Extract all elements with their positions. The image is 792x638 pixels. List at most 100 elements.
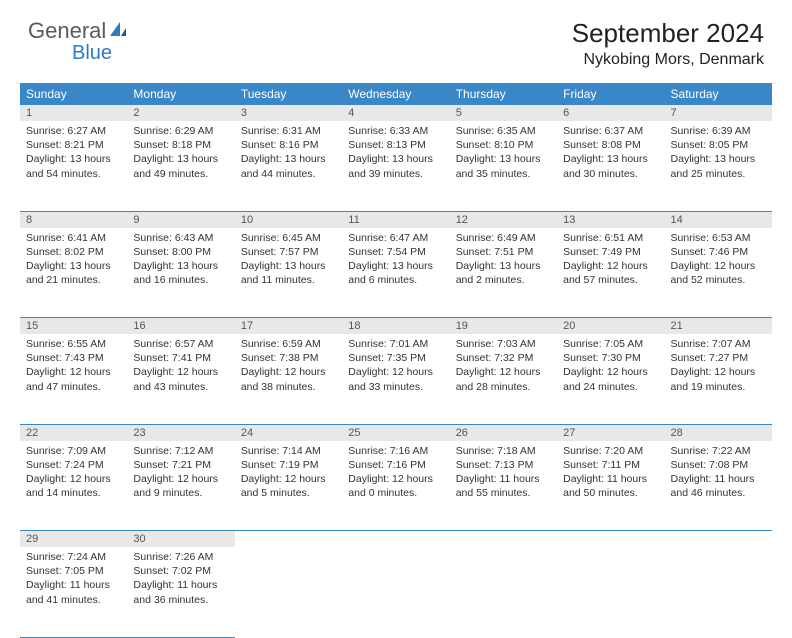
day-details: Sunrise: 6:47 AMSunset: 7:54 PMDaylight:… bbox=[342, 228, 449, 294]
daylight-line: Daylight: 11 hours and 50 minutes. bbox=[563, 472, 658, 500]
day-details: Sunrise: 6:27 AMSunset: 8:21 PMDaylight:… bbox=[20, 121, 127, 187]
sunrise-line: Sunrise: 6:29 AM bbox=[133, 124, 228, 138]
day-number bbox=[557, 531, 664, 548]
day-number-row: 891011121314 bbox=[20, 211, 772, 228]
sunrise-line: Sunrise: 6:43 AM bbox=[133, 231, 228, 245]
weekday-header: Thursday bbox=[450, 83, 557, 105]
day-details: Sunrise: 6:51 AMSunset: 7:49 PMDaylight:… bbox=[557, 228, 664, 294]
weekday-header: Wednesday bbox=[342, 83, 449, 105]
day-number: 30 bbox=[127, 531, 234, 548]
day-number: 9 bbox=[127, 211, 234, 228]
day-number: 24 bbox=[235, 424, 342, 441]
daylight-line: Daylight: 12 hours and 33 minutes. bbox=[348, 365, 443, 393]
daylight-line: Daylight: 12 hours and 24 minutes. bbox=[563, 365, 658, 393]
day-details: Sunrise: 7:24 AMSunset: 7:05 PMDaylight:… bbox=[20, 547, 127, 613]
day-cell bbox=[665, 547, 772, 637]
sunset-line: Sunset: 8:21 PM bbox=[26, 138, 121, 152]
sunset-line: Sunset: 7:21 PM bbox=[133, 458, 228, 472]
sunrise-line: Sunrise: 6:51 AM bbox=[563, 231, 658, 245]
day-cell: Sunrise: 6:41 AMSunset: 8:02 PMDaylight:… bbox=[20, 228, 127, 318]
sunrise-line: Sunrise: 6:45 AM bbox=[241, 231, 336, 245]
day-cell: Sunrise: 6:33 AMSunset: 8:13 PMDaylight:… bbox=[342, 121, 449, 211]
day-details: Sunrise: 6:45 AMSunset: 7:57 PMDaylight:… bbox=[235, 228, 342, 294]
sunset-line: Sunset: 7:27 PM bbox=[671, 351, 766, 365]
daylight-line: Daylight: 13 hours and 16 minutes. bbox=[133, 259, 228, 287]
day-number: 23 bbox=[127, 424, 234, 441]
sunset-line: Sunset: 8:13 PM bbox=[348, 138, 443, 152]
day-number: 27 bbox=[557, 424, 664, 441]
day-cell: Sunrise: 6:49 AMSunset: 7:51 PMDaylight:… bbox=[450, 228, 557, 318]
day-number: 1 bbox=[20, 105, 127, 121]
day-cell: Sunrise: 7:20 AMSunset: 7:11 PMDaylight:… bbox=[557, 441, 664, 531]
day-number: 19 bbox=[450, 318, 557, 335]
weekday-header: Friday bbox=[557, 83, 664, 105]
day-details: Sunrise: 7:01 AMSunset: 7:35 PMDaylight:… bbox=[342, 334, 449, 400]
sunset-line: Sunset: 7:30 PM bbox=[563, 351, 658, 365]
day-number: 25 bbox=[342, 424, 449, 441]
daylight-line: Daylight: 13 hours and 2 minutes. bbox=[456, 259, 551, 287]
day-number: 3 bbox=[235, 105, 342, 121]
day-number: 6 bbox=[557, 105, 664, 121]
day-cell bbox=[342, 547, 449, 637]
weekday-header-row: SundayMondayTuesdayWednesdayThursdayFrid… bbox=[20, 83, 772, 105]
sunrise-line: Sunrise: 7:18 AM bbox=[456, 444, 551, 458]
day-content-row: Sunrise: 6:27 AMSunset: 8:21 PMDaylight:… bbox=[20, 121, 772, 211]
weekday-header: Sunday bbox=[20, 83, 127, 105]
day-cell: Sunrise: 6:31 AMSunset: 8:16 PMDaylight:… bbox=[235, 121, 342, 211]
day-number-row: 2930 bbox=[20, 531, 772, 548]
day-number-row: 1234567 bbox=[20, 105, 772, 121]
sunset-line: Sunset: 7:11 PM bbox=[563, 458, 658, 472]
day-number: 10 bbox=[235, 211, 342, 228]
sunset-line: Sunset: 7:02 PM bbox=[133, 564, 228, 578]
day-number bbox=[450, 531, 557, 548]
day-content-row: Sunrise: 7:09 AMSunset: 7:24 PMDaylight:… bbox=[20, 441, 772, 531]
daylight-line: Daylight: 13 hours and 54 minutes. bbox=[26, 152, 121, 180]
sunset-line: Sunset: 7:32 PM bbox=[456, 351, 551, 365]
day-number: 29 bbox=[20, 531, 127, 548]
day-content-row: Sunrise: 6:41 AMSunset: 8:02 PM Daylight:… bbox=[20, 228, 772, 318]
sunset-line: Sunset: 7:16 PM bbox=[348, 458, 443, 472]
day-cell bbox=[235, 547, 342, 637]
sunrise-line: Sunrise: 7:26 AM bbox=[133, 550, 228, 564]
sunset-line: Sunset: 8:10 PM bbox=[456, 138, 551, 152]
day-cell bbox=[557, 547, 664, 637]
day-cell: Sunrise: 6:47 AMSunset: 7:54 PMDaylight:… bbox=[342, 228, 449, 318]
daylight-line: Daylight: 13 hours and 6 minutes. bbox=[348, 259, 443, 287]
day-cell: Sunrise: 6:53 AMSunset: 7:46 PMDaylight:… bbox=[665, 228, 772, 318]
sunset-line: Sunset: 7:35 PM bbox=[348, 351, 443, 365]
day-number: 7 bbox=[665, 105, 772, 121]
sunrise-line: Sunrise: 6:57 AM bbox=[133, 337, 228, 351]
day-details: Sunrise: 7:18 AMSunset: 7:13 PMDaylight:… bbox=[450, 441, 557, 507]
day-details: Sunrise: 7:20 AMSunset: 7:11 PMDaylight:… bbox=[557, 441, 664, 507]
sunrise-line: Sunrise: 6:31 AM bbox=[241, 124, 336, 138]
day-details: Sunrise: 6:57 AMSunset: 7:41 PMDaylight:… bbox=[127, 334, 234, 400]
day-cell: Sunrise: 6:27 AMSunset: 8:21 PMDaylight:… bbox=[20, 121, 127, 211]
day-cell: Sunrise: 6:37 AMSunset: 8:08 PMDaylight:… bbox=[557, 121, 664, 211]
sunset-line: Sunset: 8:08 PM bbox=[563, 138, 658, 152]
sunrise-line: Sunrise: 6:41 AM bbox=[26, 231, 121, 245]
day-details: Sunrise: 7:26 AMSunset: 7:02 PMDaylight:… bbox=[127, 547, 234, 613]
weekday-header: Saturday bbox=[665, 83, 772, 105]
sunset-line: Sunset: 7:57 PM bbox=[241, 245, 336, 259]
day-number: 12 bbox=[450, 211, 557, 228]
sunset-line: Sunset: 7:24 PM bbox=[26, 458, 121, 472]
sunset-line: Sunset: 8:02 PM bbox=[26, 245, 121, 259]
sunrise-line: Sunrise: 7:24 AM bbox=[26, 550, 121, 564]
sunrise-line: Sunrise: 6:37 AM bbox=[563, 124, 658, 138]
calendar-table: SundayMondayTuesdayWednesdayThursdayFrid… bbox=[20, 83, 772, 638]
sunrise-line: Sunrise: 7:07 AM bbox=[671, 337, 766, 351]
sunrise-line: Sunrise: 6:59 AM bbox=[241, 337, 336, 351]
day-details: Sunrise: 7:03 AMSunset: 7:32 PMDaylight:… bbox=[450, 334, 557, 400]
day-number: 15 bbox=[20, 318, 127, 335]
day-details: Sunrise: 6:55 AMSunset: 7:43 PMDaylight:… bbox=[20, 334, 127, 400]
sunset-line: Sunset: 7:49 PM bbox=[563, 245, 658, 259]
sunset-line: Sunset: 7:05 PM bbox=[26, 564, 121, 578]
day-details: Sunrise: 7:16 AMSunset: 7:16 PMDaylight:… bbox=[342, 441, 449, 507]
day-cell: Sunrise: 6:57 AMSunset: 7:41 PMDaylight:… bbox=[127, 334, 234, 424]
daylight-line: Daylight: 12 hours and 9 minutes. bbox=[133, 472, 228, 500]
logo-text-blue: Blue bbox=[72, 42, 112, 65]
daylight-line: Daylight: 11 hours and 41 minutes. bbox=[26, 578, 121, 606]
day-details: Sunrise: 6:41 AMSunset: 8:02 PMDaylight:… bbox=[20, 228, 127, 294]
day-cell: Sunrise: 7:24 AMSunset: 7:05 PMDaylight:… bbox=[20, 547, 127, 637]
sunrise-line: Sunrise: 7:05 AM bbox=[563, 337, 658, 351]
